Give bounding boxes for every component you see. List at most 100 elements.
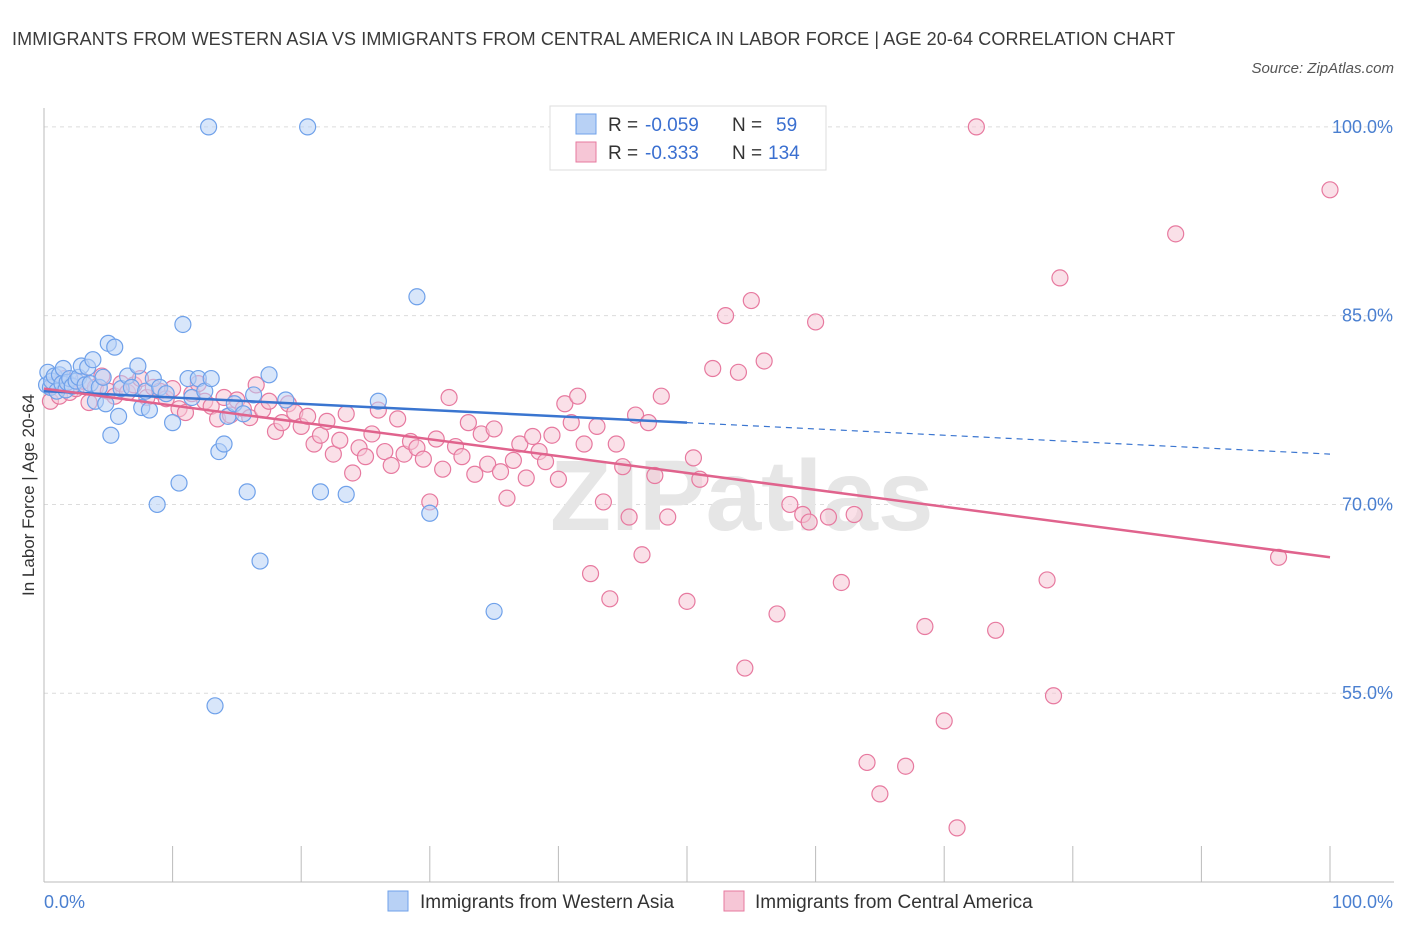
point-western-asia <box>109 407 128 425</box>
point-central-america <box>967 118 985 136</box>
point-western-asia <box>238 483 256 501</box>
point-central-america <box>948 819 966 837</box>
point-central-america <box>704 359 722 378</box>
legend-r-value-2: -0.333 <box>645 143 699 164</box>
point-central-america <box>1321 181 1339 199</box>
x-tick-label-max: 100.0% <box>1332 892 1393 912</box>
point-central-america <box>485 420 503 438</box>
legend-swatch-central-america <box>575 141 597 163</box>
point-central-america <box>736 659 754 677</box>
point-western-asia <box>170 474 188 492</box>
point-central-america <box>594 493 613 511</box>
trend-line-western-asia-extension <box>686 422 1331 455</box>
legend-r-label-2: R = <box>608 143 638 164</box>
point-central-america <box>466 465 484 483</box>
point-central-america <box>614 458 632 476</box>
legend-swatch-western-asia <box>575 113 597 135</box>
y-tick-label: 85.0% <box>1342 306 1393 326</box>
x-ticks <box>43 846 1331 882</box>
bottom-legend-label-western-asia: Immigrants from Western Asia <box>420 892 675 913</box>
point-western-asia <box>202 369 220 388</box>
point-central-america <box>716 307 735 325</box>
series-legend: Immigrants from Western Asia Immigrants … <box>387 890 1033 913</box>
legend-n-value-2: 134 <box>768 143 800 164</box>
point-central-america <box>479 455 497 473</box>
point-central-america <box>434 460 452 478</box>
bottom-legend-swatch-western-asia <box>387 890 409 912</box>
point-central-america <box>504 451 522 469</box>
point-western-asia <box>174 315 192 334</box>
point-central-america <box>1044 687 1063 705</box>
point-western-asia <box>369 392 387 410</box>
point-central-america <box>549 470 568 488</box>
y-tick-label: 70.0% <box>1342 494 1393 514</box>
point-central-america <box>1038 571 1056 589</box>
point-central-america <box>498 489 516 507</box>
y-tick-label: 55.0% <box>1342 683 1393 703</box>
bottom-legend-swatch-central-america <box>723 890 745 912</box>
point-central-america <box>646 466 664 485</box>
point-western-asia <box>84 351 102 369</box>
point-central-america <box>729 363 748 381</box>
point-central-america <box>311 426 330 444</box>
trend-line-western-asia <box>43 389 688 424</box>
point-central-america <box>781 495 799 514</box>
legend-n-label-1: N = <box>732 115 762 136</box>
point-western-asia <box>485 602 503 621</box>
point-central-america <box>324 445 342 463</box>
point-central-america <box>491 463 510 481</box>
point-western-asia <box>311 483 330 501</box>
y-axis-label: In Labor Force | Age 20-64 <box>19 394 38 596</box>
legend-r-value-1: -0.059 <box>645 115 699 136</box>
point-western-asia <box>260 366 278 384</box>
point-central-america <box>569 387 587 405</box>
point-central-america <box>1167 225 1185 243</box>
point-central-america <box>858 753 876 772</box>
point-central-america <box>1051 269 1069 287</box>
point-central-america <box>344 464 362 482</box>
point-western-asia <box>148 495 166 514</box>
point-central-america <box>543 426 561 444</box>
point-western-asia <box>206 697 224 715</box>
point-central-america <box>768 605 786 623</box>
point-central-america <box>382 456 400 475</box>
point-central-america <box>524 427 542 446</box>
chart-title: IMMIGRANTS FROM WESTERN ASIA VS IMMIGRAN… <box>12 29 1176 49</box>
point-central-america <box>356 448 375 466</box>
point-central-america <box>742 291 760 310</box>
point-central-america <box>562 414 580 432</box>
point-central-america <box>916 617 934 636</box>
legend-n-value-1: 59 <box>776 115 797 136</box>
point-western-asia <box>337 485 355 503</box>
point-western-asia <box>251 552 269 570</box>
point-central-america <box>684 449 703 467</box>
point-central-america <box>556 395 574 413</box>
x-tick-label-min: 0.0% <box>44 892 85 912</box>
point-central-america <box>871 785 889 803</box>
point-central-america <box>639 414 658 432</box>
bottom-legend-label-central-america: Immigrants from Central America <box>755 892 1033 913</box>
series-western-asia-points <box>37 118 503 715</box>
point-central-america <box>389 410 407 428</box>
point-western-asia <box>164 414 182 432</box>
point-central-america <box>414 450 432 468</box>
point-central-america <box>987 621 1005 639</box>
point-central-america <box>652 387 670 405</box>
point-central-america <box>755 352 773 370</box>
point-central-america <box>935 712 953 730</box>
point-western-asia <box>277 391 295 409</box>
point-western-asia <box>157 385 175 403</box>
point-central-america <box>806 313 825 331</box>
point-central-america <box>459 414 477 432</box>
point-central-america <box>363 425 381 443</box>
point-western-asia <box>129 357 147 375</box>
point-western-asia <box>408 288 426 306</box>
point-western-asia <box>245 386 263 404</box>
y-tick-label: 100.0% <box>1332 117 1393 137</box>
axes <box>43 108 1394 883</box>
stats-legend: R = -0.059 N = 59 R = -0.333 N = 134 <box>549 105 827 171</box>
point-central-america <box>575 435 593 453</box>
point-central-america <box>337 405 355 423</box>
point-central-america <box>581 565 600 583</box>
